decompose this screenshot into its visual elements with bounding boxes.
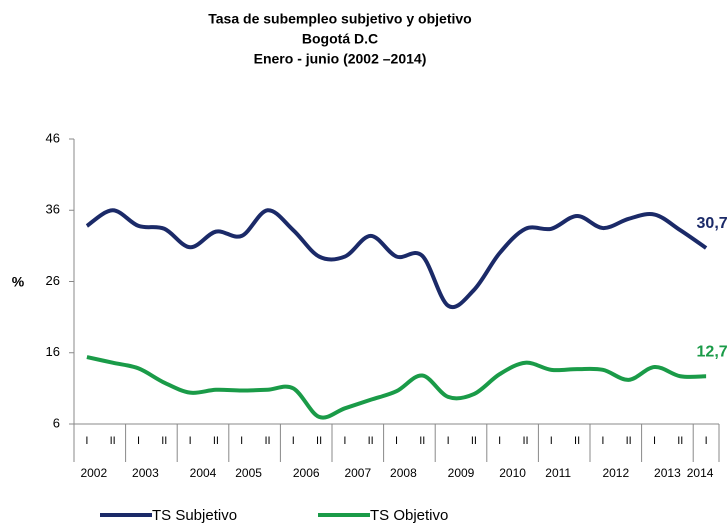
x-tick-label: I [137, 435, 140, 447]
year-label: 2010 [499, 466, 526, 480]
x-tick-label: II [677, 435, 683, 447]
y-tick-label: 26 [46, 273, 60, 288]
year-label: 2006 [293, 466, 320, 480]
y-tick-label: 36 [46, 202, 60, 217]
year-label: 2009 [448, 466, 475, 480]
x-tick-label: II [574, 435, 580, 447]
year-label: 2014 [687, 466, 714, 480]
x-tick-label: II [522, 435, 528, 447]
x-tick-label: II [161, 435, 167, 447]
y-tick-label: 16 [46, 344, 60, 359]
x-tick-label: I [601, 435, 604, 447]
x-tick-label: I [550, 435, 553, 447]
series-line [86, 355, 707, 420]
x-tick-label: I [447, 435, 450, 447]
x-tick-label: I [85, 435, 88, 447]
x-tick-label: II [264, 435, 270, 447]
chart-title: Bogotá D.C [302, 31, 378, 47]
year-label: 2012 [602, 466, 629, 480]
legend-label: TS Objetivo [370, 507, 448, 524]
x-tick-label: II [316, 435, 322, 447]
year-label: 2011 [545, 466, 571, 480]
y-tick-label: 6 [53, 415, 60, 430]
x-tick-label: I [653, 435, 656, 447]
x-tick-label: II [626, 435, 632, 447]
chart-title: Tasa de subempleo subjetivo y objetivo [208, 11, 471, 27]
year-label: 2007 [344, 466, 371, 480]
x-tick-label: II [110, 435, 116, 447]
year-label: 2002 [80, 466, 107, 480]
x-tick-label: II [213, 435, 219, 447]
year-label: 2008 [390, 466, 417, 480]
x-tick-label: I [292, 435, 295, 447]
y-axis-label: % [12, 274, 25, 290]
year-label: 2003 [132, 466, 159, 480]
x-tick-label: I [498, 435, 501, 447]
x-tick-label: I [343, 435, 346, 447]
chart-title: Enero - junio (2002 –2014) [254, 51, 427, 67]
x-tick-label: I [189, 435, 192, 447]
data-label: 30,7 [697, 215, 728, 232]
x-tick-label: II [471, 435, 477, 447]
x-tick-label: II [368, 435, 374, 447]
year-label: 2004 [190, 466, 217, 480]
series-line [85, 208, 708, 310]
legend-label: TS Subjetivo [152, 507, 237, 524]
data-label: 12,7 [697, 343, 728, 360]
x-tick-label: I [240, 435, 243, 447]
y-tick-label: 46 [46, 130, 60, 145]
x-tick-label: II [419, 435, 425, 447]
year-label: 2005 [235, 466, 262, 480]
x-tick-label: I [705, 435, 708, 447]
year-label: 2013 [654, 466, 681, 480]
x-tick-label: I [395, 435, 398, 447]
